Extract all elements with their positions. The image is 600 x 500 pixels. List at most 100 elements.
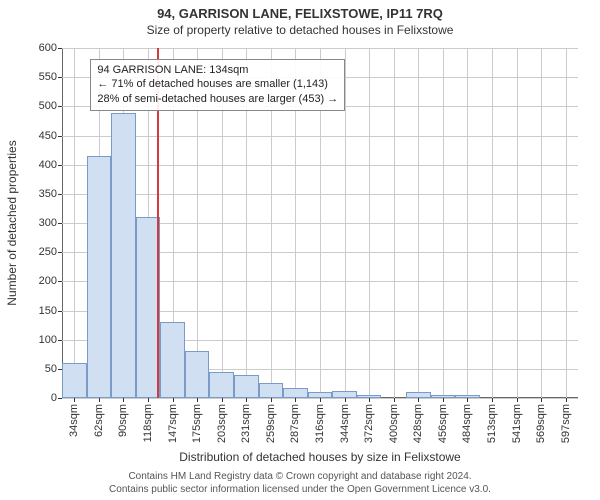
x-tick-mark: [566, 398, 567, 402]
y-tick-label: 400: [39, 159, 57, 171]
x-tick-label: 344sqm: [339, 404, 351, 443]
y-tick-label: 250: [39, 246, 57, 258]
y-tick-label: 350: [39, 188, 57, 200]
histogram-bar: [209, 372, 234, 398]
y-tick-mark: [58, 311, 62, 312]
info-box-line: ← 71% of detached houses are smaller (1,…: [97, 77, 338, 92]
histogram-bar: [160, 322, 185, 398]
x-tick-mark: [271, 398, 272, 402]
x-tick-label: 484sqm: [461, 404, 473, 443]
histogram-bar: [431, 395, 456, 398]
y-tick-label: 450: [39, 130, 57, 142]
histogram-bar: [111, 113, 136, 398]
y-tick-label: 600: [39, 42, 57, 54]
y-tick-mark: [58, 165, 62, 166]
histogram-bar: [185, 351, 210, 398]
y-tick-mark: [58, 77, 62, 78]
chart-subtitle: Size of property relative to detached ho…: [0, 23, 600, 37]
footer-line-2: Contains public sector information licen…: [0, 483, 600, 496]
x-tick-label: 541sqm: [511, 404, 523, 443]
x-tick-label: 428sqm: [412, 404, 424, 443]
info-box-line: 94 GARRISON LANE: 134sqm: [97, 63, 338, 78]
x-tick-label: 34sqm: [68, 404, 80, 437]
x-tick-mark: [369, 398, 370, 402]
x-tick-label: 287sqm: [289, 404, 301, 443]
x-tick-label: 513sqm: [486, 404, 498, 443]
info-box-line: 28% of semi-detached houses are larger (…: [97, 92, 338, 107]
x-tick-mark: [443, 398, 444, 402]
y-tick-label: 50: [45, 363, 57, 375]
x-axis-label: Distribution of detached houses by size …: [62, 450, 578, 464]
y-tick-mark: [58, 223, 62, 224]
x-tick-mark: [222, 398, 223, 402]
histogram-bar: [455, 395, 480, 398]
histogram-bar: [234, 375, 259, 398]
x-tick-mark: [148, 398, 149, 402]
x-tick-label: 259sqm: [265, 404, 277, 443]
grid-line-v: [467, 48, 468, 398]
x-tick-mark: [246, 398, 247, 402]
x-tick-label: 175sqm: [191, 404, 203, 443]
x-tick-mark: [197, 398, 198, 402]
histogram-bar: [87, 156, 112, 398]
x-tick-label: 597sqm: [560, 404, 572, 443]
x-tick-label: 203sqm: [216, 404, 228, 443]
grid-line-v: [74, 48, 75, 398]
x-tick-mark: [517, 398, 518, 402]
y-tick-mark: [58, 281, 62, 282]
chart-title: 94, GARRISON LANE, FELIXSTOWE, IP11 7RQ: [0, 0, 600, 21]
y-tick-mark: [58, 398, 62, 399]
info-box: 94 GARRISON LANE: 134sqm← 71% of detache…: [90, 59, 345, 112]
y-tick-mark: [58, 136, 62, 137]
grid-line-v: [394, 48, 395, 398]
grid-line-v: [492, 48, 493, 398]
y-tick-label: 500: [39, 100, 57, 112]
grid-line-v: [517, 48, 518, 398]
histogram-bar: [332, 391, 357, 398]
x-tick-mark: [123, 398, 124, 402]
x-tick-mark: [173, 398, 174, 402]
x-tick-label: 569sqm: [535, 404, 547, 443]
histogram-bar: [406, 392, 431, 398]
x-tick-label: 456sqm: [437, 404, 449, 443]
histogram-bar: [62, 363, 87, 398]
grid-line-v: [418, 48, 419, 398]
x-tick-mark: [492, 398, 493, 402]
y-axis-label: Number of detached properties: [5, 140, 19, 305]
x-tick-mark: [320, 398, 321, 402]
x-tick-label: 231sqm: [240, 404, 252, 443]
x-tick-mark: [74, 398, 75, 402]
x-tick-mark: [99, 398, 100, 402]
y-tick-mark: [58, 106, 62, 107]
y-tick-label: 100: [39, 334, 57, 346]
x-tick-mark: [295, 398, 296, 402]
histogram-bar: [259, 383, 284, 398]
x-tick-mark: [541, 398, 542, 402]
grid-line-v: [369, 48, 370, 398]
y-tick-label: 0: [51, 392, 57, 404]
x-tick-label: 372sqm: [363, 404, 375, 443]
y-tick-label: 150: [39, 305, 57, 317]
y-tick-mark: [58, 340, 62, 341]
x-tick-label: 62sqm: [93, 404, 105, 437]
footer-line-1: Contains HM Land Registry data © Crown c…: [0, 470, 600, 483]
y-tick-mark: [58, 48, 62, 49]
footer: Contains HM Land Registry data © Crown c…: [0, 470, 600, 496]
grid-line-v: [541, 48, 542, 398]
x-tick-label: 90sqm: [117, 404, 129, 437]
histogram-bar: [308, 392, 333, 398]
histogram-bar: [357, 395, 382, 399]
x-tick-mark: [394, 398, 395, 402]
y-tick-label: 200: [39, 275, 57, 287]
chart-container: 94, GARRISON LANE, FELIXSTOWE, IP11 7RQ …: [0, 0, 600, 500]
histogram-bar: [283, 388, 308, 399]
x-tick-label: 118sqm: [142, 404, 154, 442]
grid-line-v: [566, 48, 567, 398]
y-tick-mark: [58, 194, 62, 195]
y-tick-label: 300: [39, 217, 57, 229]
x-tick-label: 147sqm: [167, 404, 179, 443]
x-tick-mark: [467, 398, 468, 402]
plot-area: 05010015020025030035040045050055060034sq…: [62, 48, 578, 398]
x-tick-mark: [345, 398, 346, 402]
y-tick-label: 550: [39, 71, 57, 83]
